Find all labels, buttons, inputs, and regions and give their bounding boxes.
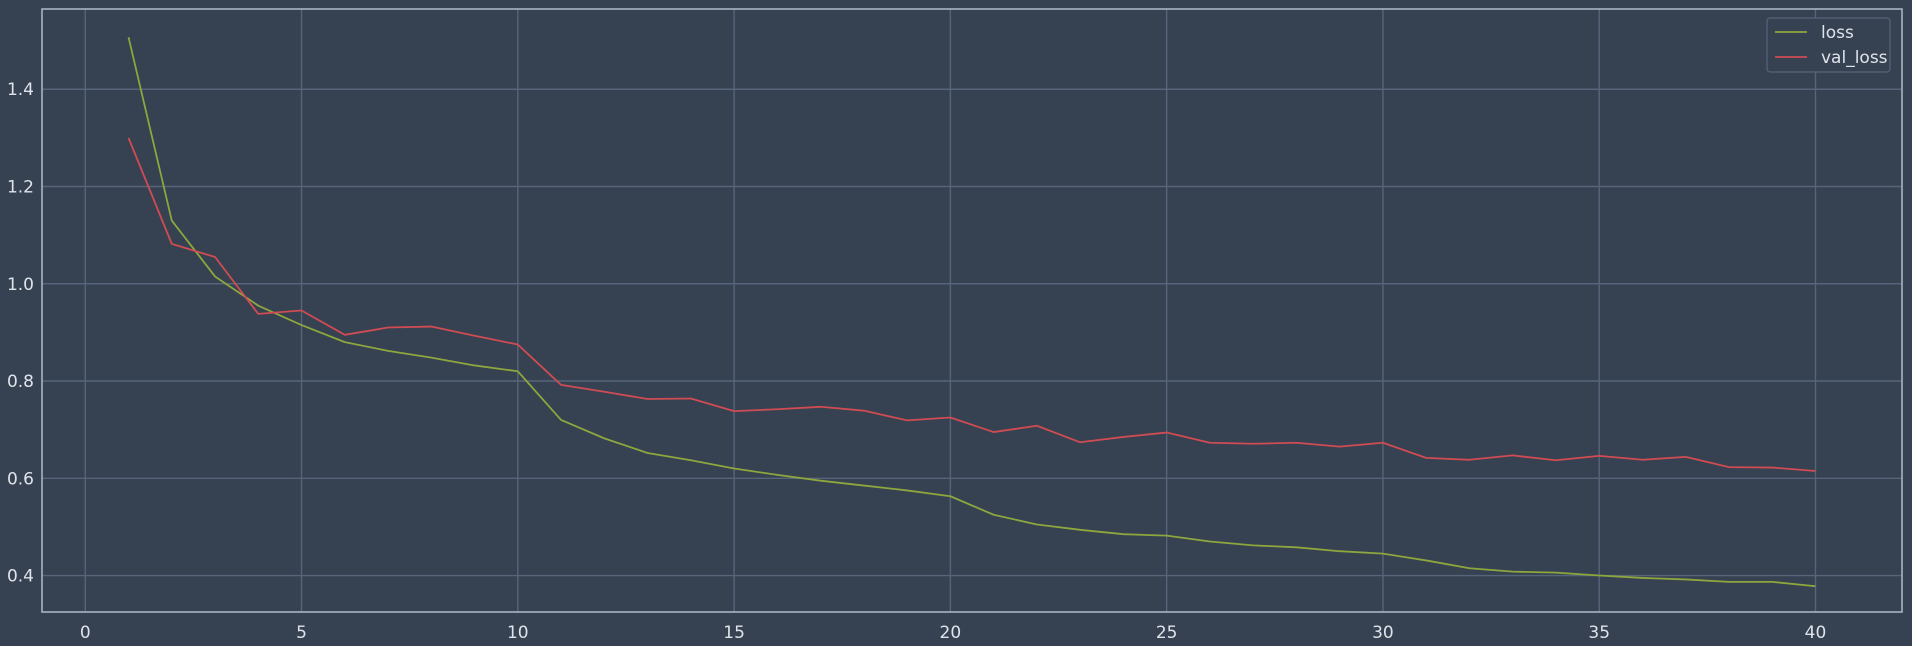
- x-tick-label: 5: [296, 623, 307, 643]
- y-tick-label: 0.6: [7, 469, 34, 489]
- x-tick-label: 10: [507, 623, 529, 643]
- series-line-loss: [127, 36, 1816, 588]
- plot-frame: [41, 8, 1903, 613]
- x-tick-label: 40: [1805, 623, 1827, 643]
- legend-label-loss: loss: [1821, 23, 1854, 43]
- y-tick-label: 1.0: [7, 275, 34, 295]
- x-tick-label: 0: [80, 623, 91, 643]
- x-tick-label: 35: [1588, 623, 1610, 643]
- x-tick-label: 30: [1372, 623, 1394, 643]
- y-tick-label: 0.4: [7, 567, 34, 587]
- y-tick-label: 0.8: [7, 372, 34, 392]
- y-tick-label: 1.2: [7, 177, 34, 197]
- x-tick-label: 15: [723, 623, 745, 643]
- x-tick-label: 25: [1156, 623, 1178, 643]
- legend-label-val-loss: val_loss: [1821, 48, 1888, 68]
- series-line-val-loss: [127, 137, 1816, 472]
- x-tick-label: 20: [940, 623, 962, 643]
- y-tick-label: 1.4: [7, 80, 34, 100]
- legend: loss val_loss: [1766, 17, 1891, 73]
- series-layer: [127, 36, 1816, 588]
- tick-label-layer: 0 5 10 15 20 25 30 35 40 0.4 0.6 0.8 1.0 1.2 1.4: [7, 80, 1826, 643]
